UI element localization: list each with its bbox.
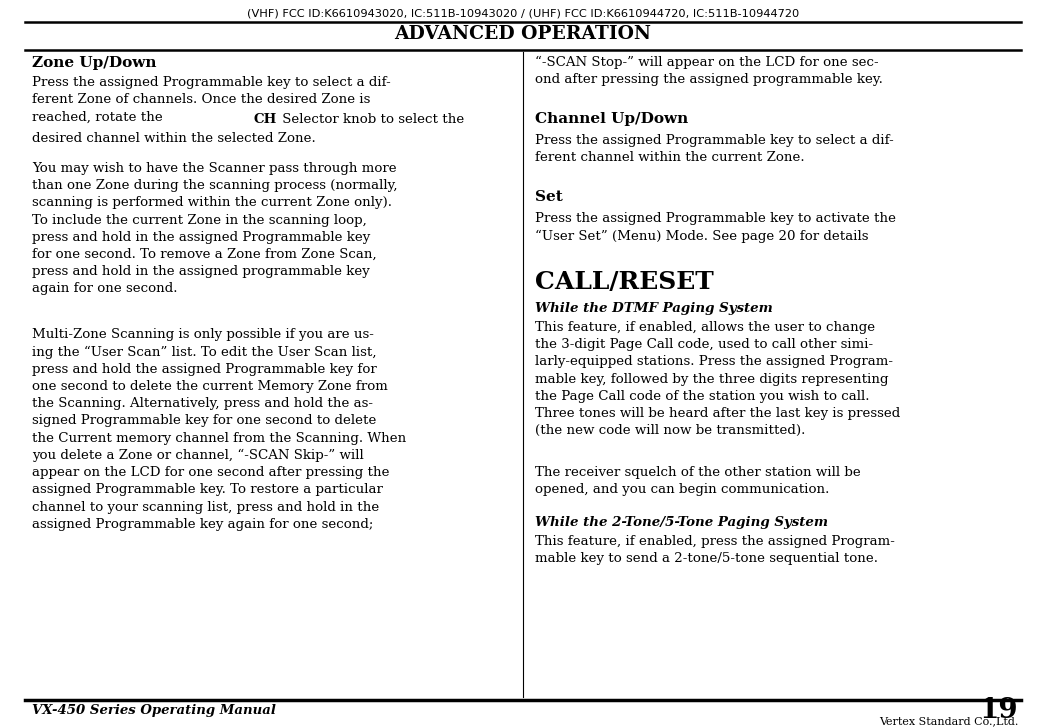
Text: This feature, if enabled, press the assigned Program-
mable key to send a 2-tone: This feature, if enabled, press the assi… — [535, 535, 895, 565]
Text: “-SCAN Stop-” will appear on the LCD for one sec-
ond after pressing the assigne: “-SCAN Stop-” will appear on the LCD for… — [535, 56, 883, 87]
Text: This feature, if enabled, allows the user to change
the 3-digit Page Call code, : This feature, if enabled, allows the use… — [535, 321, 901, 438]
Text: Press the assigned Programmable key to select a dif-
ferent Zone of channels. On: Press the assigned Programmable key to s… — [32, 76, 391, 124]
Text: Press the assigned Programmable key to activate the
“User Set” (Menu) Mode. See : Press the assigned Programmable key to a… — [535, 212, 896, 242]
Text: CALL/RESET: CALL/RESET — [535, 270, 713, 294]
Text: CH: CH — [254, 113, 277, 126]
Text: Channel Up/Down: Channel Up/Down — [535, 112, 688, 126]
Text: Multi-Zone Scanning is only possible if you are us-
ing the “User Scan” list. To: Multi-Zone Scanning is only possible if … — [32, 328, 406, 531]
Text: Zone Up/Down: Zone Up/Down — [32, 56, 157, 70]
Text: Set: Set — [535, 190, 563, 204]
Text: While the DTMF Paging System: While the DTMF Paging System — [535, 302, 773, 315]
Text: The receiver squelch of the other station will be
opened, and you can begin comm: The receiver squelch of the other statio… — [535, 466, 861, 496]
Text: desired channel within the selected Zone.: desired channel within the selected Zone… — [32, 132, 316, 145]
Text: While the 2-Tone/5-Tone Paging System: While the 2-Tone/5-Tone Paging System — [535, 516, 828, 529]
Text: 19: 19 — [979, 697, 1018, 724]
Text: You may wish to have the Scanner pass through more
than one Zone during the scan: You may wish to have the Scanner pass th… — [32, 162, 397, 296]
Text: Vertex Standard Co.,Ltd.: Vertex Standard Co.,Ltd. — [879, 716, 1018, 726]
Text: Selector knob to select the: Selector knob to select the — [278, 113, 464, 126]
Text: Press the assigned Programmable key to select a dif-
ferent channel within the c: Press the assigned Programmable key to s… — [535, 134, 893, 165]
Text: VX-450 Series Operating Manual: VX-450 Series Operating Manual — [32, 704, 276, 717]
Text: (VHF) FCC ID:K6610943020, IC:511B-10943020 / (UHF) FCC ID:K6610944720, IC:511B-1: (VHF) FCC ID:K6610943020, IC:511B-109430… — [247, 8, 799, 18]
Text: ADVANCED OPERATION: ADVANCED OPERATION — [394, 25, 652, 43]
